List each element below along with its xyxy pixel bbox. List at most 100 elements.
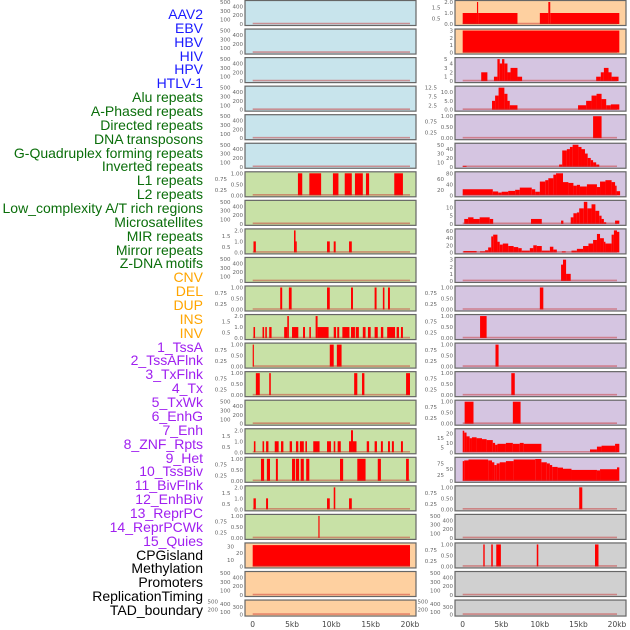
bar xyxy=(488,460,493,481)
y-tick-label: 300 xyxy=(233,605,244,611)
y-tick-label: 0 xyxy=(450,279,454,285)
y-tick-label: 500 xyxy=(220,571,231,577)
y-tick-label: 30 xyxy=(437,152,444,158)
bar xyxy=(262,327,265,339)
track-label: Directed repeats xyxy=(100,116,203,133)
panel-border xyxy=(454,0,627,27)
bar xyxy=(262,441,265,453)
y-tick-label: 0.00 xyxy=(231,479,244,485)
track-label: EBV xyxy=(174,19,203,36)
bar xyxy=(616,191,621,196)
y-tick-label: 0.25 xyxy=(215,530,228,536)
bar xyxy=(380,441,383,453)
y-tick-label: 0 xyxy=(450,222,454,228)
panel-border xyxy=(454,542,627,569)
y-tick-label: 1.00 xyxy=(441,400,454,406)
bar xyxy=(579,487,583,510)
y-tick-label: 0.25 xyxy=(215,388,228,394)
track-label: 12_EnhBiv xyxy=(135,491,203,508)
bar xyxy=(499,63,503,82)
bar xyxy=(548,178,554,196)
bar xyxy=(462,165,467,167)
panel-border xyxy=(454,313,627,341)
bar xyxy=(337,441,341,453)
x-tick-label: 10kb xyxy=(531,620,550,629)
track-label: INS xyxy=(179,310,203,327)
track-label: MIR repeats xyxy=(126,227,203,244)
bar xyxy=(579,186,587,196)
bar xyxy=(496,544,501,567)
track-label: HPV xyxy=(174,61,203,78)
panel-border xyxy=(244,399,417,426)
y-tick-label: 500 xyxy=(220,400,231,406)
y-tick-label: 0.00 xyxy=(441,136,454,142)
bar xyxy=(349,498,352,510)
bar xyxy=(596,93,602,110)
bar xyxy=(576,248,584,253)
y-tick-label: 2 xyxy=(450,265,454,271)
bar xyxy=(561,264,563,281)
y-tick-label: 500 xyxy=(220,143,231,149)
track-label: 10_TssBiv xyxy=(139,463,203,480)
panel-background xyxy=(455,257,626,283)
bar xyxy=(476,438,482,453)
y-tick-label: 200 xyxy=(233,156,244,162)
y-tick-label: 0 xyxy=(240,108,244,114)
bar xyxy=(266,441,269,453)
panel-border xyxy=(454,456,627,483)
bar xyxy=(596,164,600,167)
bar xyxy=(518,248,522,253)
bar xyxy=(462,189,493,196)
bar xyxy=(284,327,288,339)
y-tick-label: 0 xyxy=(450,593,454,599)
bar xyxy=(492,191,499,196)
y-tick-label: 0.25 xyxy=(425,131,438,137)
y-tick-label: 0.25 xyxy=(215,302,228,308)
panel-border xyxy=(454,599,627,617)
bar xyxy=(502,59,505,82)
bar xyxy=(367,327,371,339)
track-label: A-Phased repeats xyxy=(90,103,203,120)
bar xyxy=(485,250,489,253)
bar xyxy=(489,218,494,224)
bar xyxy=(512,443,520,453)
bar xyxy=(601,99,607,110)
y-tick-label: 1.00 xyxy=(441,371,454,377)
panel-border xyxy=(244,513,417,541)
y-tick-label: 1 xyxy=(450,43,454,49)
panel-background xyxy=(245,29,416,55)
bar xyxy=(255,373,260,396)
y-tick-label: 20 xyxy=(446,156,453,162)
bar xyxy=(513,459,536,481)
bar xyxy=(510,67,518,82)
bar xyxy=(533,245,537,253)
panel-border xyxy=(244,570,417,598)
y-tick-label: 1.00 xyxy=(441,485,454,491)
y-tick-label: 0 xyxy=(450,193,454,199)
y-tick-label: 20 xyxy=(236,551,243,557)
bar xyxy=(521,250,530,253)
y-tick-label: 3 xyxy=(450,29,454,35)
bar xyxy=(599,215,602,224)
bar xyxy=(552,466,558,481)
bar xyxy=(281,441,284,453)
bar xyxy=(569,146,573,167)
panel-border xyxy=(454,171,627,198)
y-tick-label: 1.0 xyxy=(234,239,243,245)
bar xyxy=(615,185,617,196)
bar xyxy=(549,246,554,253)
y-tick-label: 0 xyxy=(450,479,454,485)
bar xyxy=(265,327,267,339)
bar xyxy=(309,327,311,339)
y-tick-label: 0.25 xyxy=(215,359,228,365)
bar xyxy=(252,545,410,567)
y-tick-label: 1.5 xyxy=(222,320,231,326)
bar xyxy=(596,470,601,481)
y-tick-label: 10 xyxy=(446,441,453,447)
y-tick-label: 0 xyxy=(450,450,454,456)
y-tick-label: 0.50 xyxy=(231,297,244,303)
y-tick-label: 0.50 xyxy=(441,496,454,502)
y-tick-label: 0.50 xyxy=(441,297,454,303)
panel-border xyxy=(454,428,627,455)
y-tick-label: 100 xyxy=(220,417,231,423)
